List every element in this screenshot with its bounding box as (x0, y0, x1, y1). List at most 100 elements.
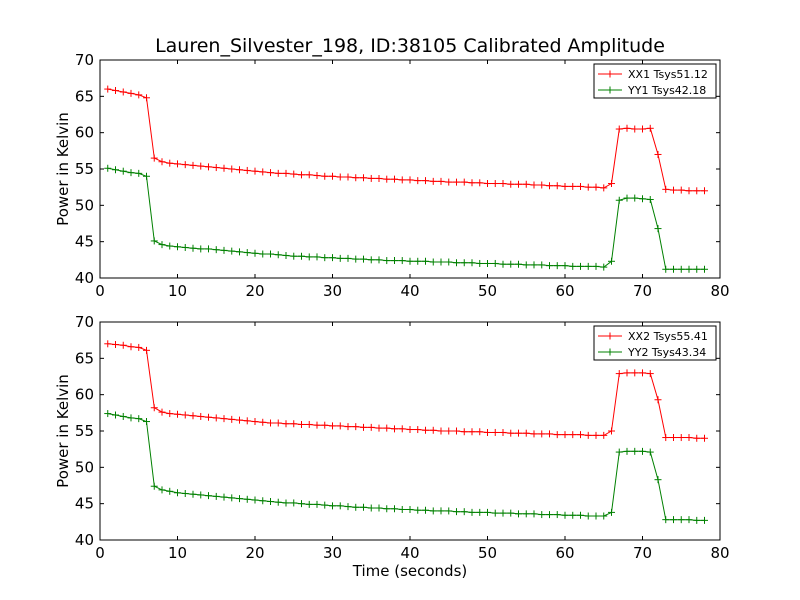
data-point (181, 489, 189, 497)
x-tick-label: 0 (95, 282, 105, 300)
data-point (298, 420, 305, 428)
data-point (367, 423, 375, 431)
data-point (422, 506, 429, 514)
x-tick-label: 20 (245, 282, 264, 300)
data-point (375, 424, 383, 432)
data-point (468, 428, 476, 436)
data-point (158, 408, 166, 416)
data-point (414, 426, 422, 434)
data-point (507, 429, 515, 437)
data-point (243, 249, 251, 257)
data-point (197, 245, 205, 253)
y-tick-label: 55 (75, 422, 94, 440)
data-point (135, 343, 143, 351)
data-point (507, 509, 515, 517)
data-point (212, 164, 220, 172)
data-point (677, 434, 685, 442)
data-point (205, 163, 212, 171)
data-point (538, 181, 546, 189)
data-point (530, 261, 538, 269)
data-point (321, 501, 329, 509)
data-point (499, 509, 507, 517)
data-point (414, 506, 422, 514)
legend-item: XX1 Tsys51.12 (598, 68, 708, 81)
x-tick-label: 50 (478, 282, 497, 300)
data-point (251, 496, 259, 504)
data-point (546, 262, 553, 270)
y-tick-label: 40 (75, 531, 94, 549)
data-point (445, 178, 453, 186)
data-point (329, 502, 336, 510)
data-point (693, 516, 701, 524)
data-point (693, 187, 701, 195)
data-point (476, 179, 484, 187)
data-point (228, 494, 236, 502)
data-point (243, 417, 251, 425)
data-point (631, 194, 639, 202)
data-point (445, 258, 453, 266)
data-point (197, 412, 205, 420)
data-point (375, 174, 383, 182)
data-point (267, 497, 274, 505)
data-point (305, 420, 313, 428)
data-point (592, 183, 600, 191)
data-point (290, 499, 298, 507)
data-point (212, 414, 220, 422)
data-point (600, 512, 608, 520)
data-point (274, 169, 282, 177)
data-point (406, 426, 414, 434)
data-point (143, 172, 150, 180)
data-point (445, 427, 453, 435)
data-point (561, 511, 569, 519)
x-tick-label: 0 (95, 544, 105, 562)
data-point (522, 261, 530, 269)
data-point (615, 370, 623, 378)
data-point (189, 490, 197, 498)
data-point (174, 489, 181, 497)
data-point (670, 186, 677, 194)
data-point (600, 184, 608, 192)
x-axis-label: Time (seconds) (352, 562, 468, 580)
data-point (670, 516, 677, 524)
data-point (274, 251, 282, 259)
data-point (228, 165, 236, 173)
data-point (212, 492, 220, 500)
data-point (530, 430, 538, 438)
data-point (414, 257, 422, 265)
data-point (298, 171, 305, 179)
data-point (290, 420, 298, 428)
data-point (538, 430, 546, 438)
data-point (236, 248, 243, 256)
data-point (662, 434, 670, 442)
data-point (476, 428, 484, 436)
data-point (437, 427, 445, 435)
data-point (267, 250, 274, 258)
data-point (220, 246, 228, 254)
data-point (336, 502, 344, 510)
data-point (491, 509, 499, 517)
data-point (406, 257, 414, 265)
data-point (615, 196, 623, 204)
data-point (135, 415, 143, 423)
data-point (422, 426, 429, 434)
data-point (522, 429, 530, 437)
y-tick-label: 50 (75, 196, 94, 214)
data-point (468, 259, 476, 267)
data-point (243, 495, 251, 503)
data-point (228, 247, 236, 255)
data-point (104, 340, 112, 348)
y-tick-label: 45 (75, 233, 94, 251)
data-point (453, 427, 460, 435)
data-point (677, 516, 685, 524)
data-point (158, 158, 166, 166)
data-point (174, 410, 181, 418)
data-point (429, 258, 437, 266)
data-point (212, 246, 220, 254)
data-point (639, 125, 646, 133)
data-point (352, 174, 360, 182)
data-point (592, 512, 600, 520)
data-point (422, 177, 429, 185)
x-tick-label: 70 (633, 544, 652, 562)
data-point (522, 180, 530, 188)
data-point (677, 186, 685, 194)
